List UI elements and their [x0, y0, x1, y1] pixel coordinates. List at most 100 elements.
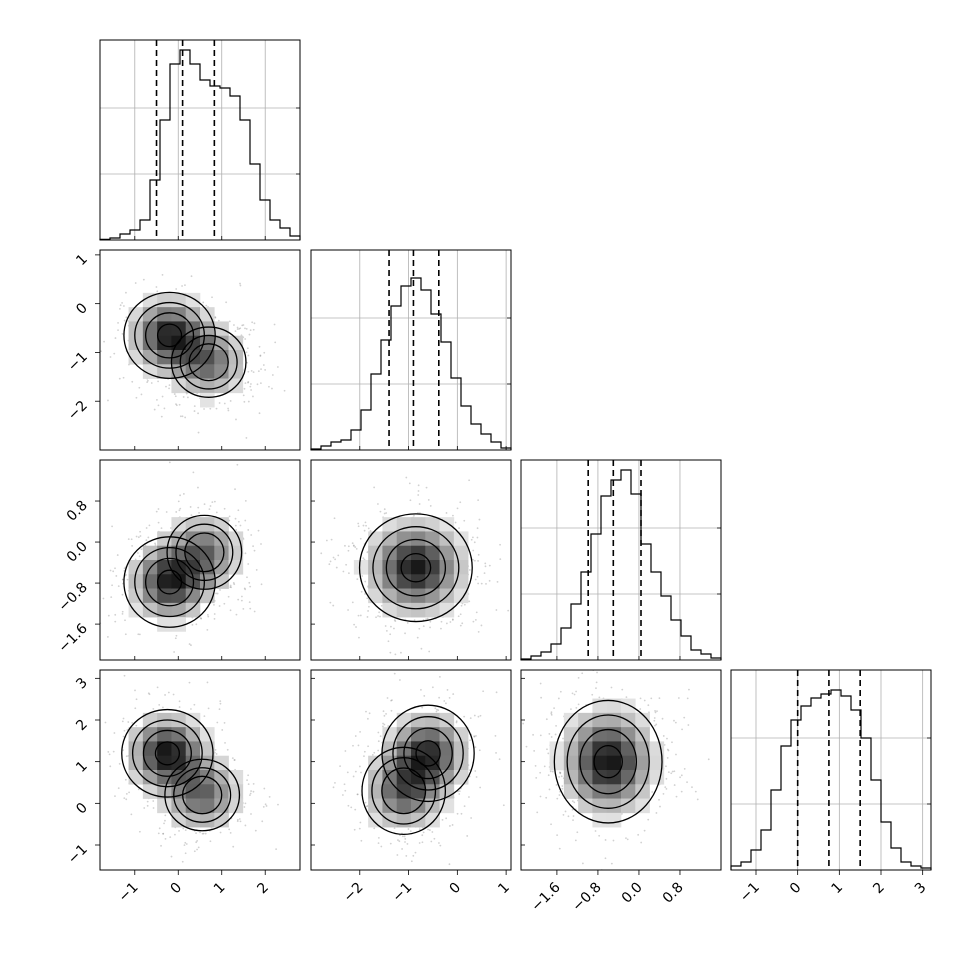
sample-point: [355, 626, 357, 628]
density-cell: [157, 574, 172, 589]
sample-point: [229, 584, 232, 587]
sample-point: [121, 578, 124, 581]
sample-point: [385, 713, 387, 715]
sample-point: [113, 352, 116, 355]
sample-point: [548, 733, 551, 735]
density-cell: [171, 378, 187, 394]
sample-point: [253, 322, 256, 325]
sample-point: [117, 329, 119, 332]
sample-point: [344, 789, 347, 792]
sample-point: [157, 508, 160, 510]
scatter-panel-3-0: [99, 669, 301, 871]
sample-point: [390, 625, 392, 628]
sample-point: [147, 379, 149, 382]
density-cell: [621, 784, 636, 799]
sample-point: [257, 529, 260, 532]
sample-point: [179, 415, 182, 418]
sample-point: [364, 521, 367, 524]
sample-point: [107, 399, 109, 402]
density-cell: [425, 574, 440, 589]
sample-point: [332, 786, 335, 789]
sample-point: [398, 840, 401, 843]
panel-frame: [310, 249, 512, 451]
sample-point: [268, 796, 271, 798]
sample-point: [250, 534, 253, 536]
contour-level-2: [145, 557, 195, 607]
sample-point: [247, 783, 250, 786]
sample-point: [211, 501, 214, 504]
sample-point: [534, 556, 536, 558]
sample-point: [243, 400, 246, 403]
sample-point: [463, 805, 466, 808]
sample-point: [367, 527, 370, 530]
sample-point: [360, 771, 362, 774]
density-cell: [439, 602, 455, 618]
sample-point: [440, 620, 443, 623]
density-cell: [142, 321, 158, 337]
density-cell: [228, 350, 244, 365]
sample-point: [404, 841, 406, 843]
sample-point: [283, 389, 286, 392]
sample-point: [234, 488, 236, 491]
sample-point: [547, 774, 550, 777]
sample-point: [558, 771, 561, 774]
sample-point: [114, 613, 117, 616]
sample-point: [386, 697, 389, 699]
sample-point: [208, 508, 211, 511]
density-cell: [396, 574, 412, 589]
sample-point: [242, 324, 245, 326]
density-cell: [382, 531, 398, 547]
sample-point: [134, 558, 137, 561]
x-tick-label: 0: [167, 880, 185, 898]
panel-frame: [99, 39, 301, 241]
density-cell: [382, 588, 398, 604]
sample-point: [522, 722, 525, 725]
sample-point: [455, 720, 458, 723]
x-tick-label: 2: [254, 880, 272, 898]
sample-point: [196, 848, 198, 851]
sample-point: [560, 657, 562, 659]
density-cell: [592, 812, 608, 828]
sample-point: [150, 382, 153, 384]
sample-point: [195, 832, 197, 835]
density-cell: [200, 798, 215, 814]
density-cell: [425, 588, 440, 604]
panel-frame: [99, 669, 301, 871]
contour-level-3: [400, 552, 432, 583]
histogram-0: [99, 49, 301, 240]
sample-point: [479, 714, 482, 717]
sample-point: [333, 517, 336, 520]
sample-point: [361, 575, 364, 577]
sample-point: [463, 715, 466, 718]
sample-point: [414, 851, 417, 854]
density-cell: [157, 617, 172, 632]
sample-point: [209, 407, 212, 410]
density-cell: [171, 617, 187, 632]
sample-point: [247, 370, 250, 373]
sample-point: [240, 599, 243, 602]
sample-point: [598, 696, 601, 699]
sample-point: [213, 603, 215, 606]
y-tick-label: 0.0: [64, 539, 91, 566]
sample-point: [451, 619, 454, 621]
sample-point: [446, 689, 449, 691]
density-cell: [606, 812, 622, 828]
sample-point: [643, 699, 646, 702]
sample-point: [545, 796, 548, 799]
sample-point: [469, 739, 471, 742]
density-cell: [157, 307, 172, 322]
sample-point: [227, 409, 230, 412]
sample-point: [167, 691, 170, 694]
sample-point: [347, 804, 350, 807]
sample-point: [243, 587, 246, 590]
sample-point: [247, 380, 250, 383]
sample-point: [445, 702, 447, 705]
contour-level-0: [121, 708, 214, 798]
sample-point: [328, 563, 331, 566]
density-cell: [425, 727, 440, 742]
sample-point: [204, 832, 207, 835]
sample-point: [248, 601, 251, 604]
histogram-3: [730, 689, 932, 870]
sample-point: [548, 788, 551, 791]
y-tick-label: −2: [65, 398, 91, 424]
